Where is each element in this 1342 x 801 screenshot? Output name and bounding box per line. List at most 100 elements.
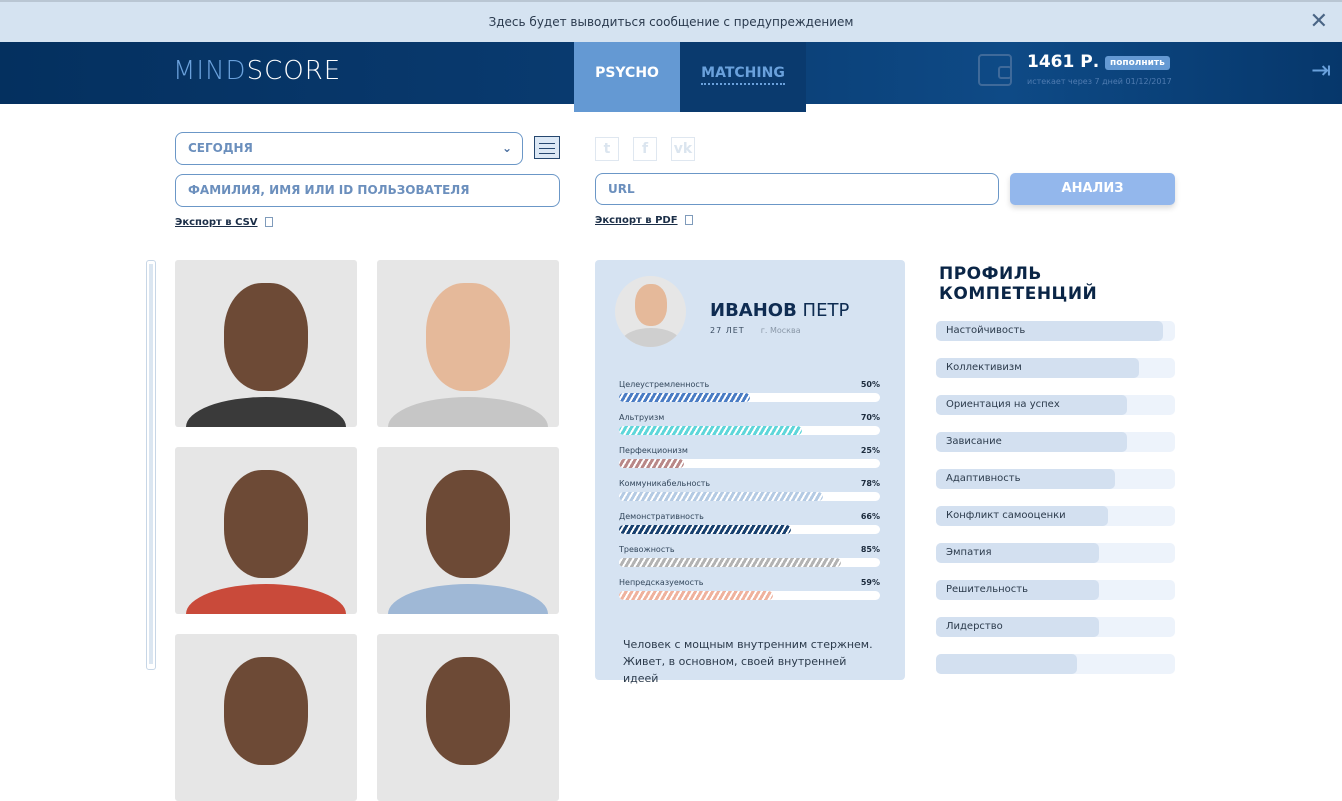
- logout-icon[interactable]: ⇥: [1311, 56, 1332, 84]
- avatar: [615, 276, 686, 347]
- competency-fill: [936, 395, 1128, 415]
- logo-part2: SCORE: [246, 56, 342, 86]
- trait-bar: [619, 558, 880, 567]
- trait-bar-fill: [619, 591, 773, 600]
- trait-value: 66%: [860, 512, 880, 521]
- balance-expiry: истекает через 7 дней 01/12/2017: [1027, 77, 1172, 86]
- chevron-down-icon: ⌄: [501, 141, 512, 155]
- period-select[interactable]: СЕГОДНЯ ⌄: [175, 132, 523, 165]
- trait-bar-fill: [619, 492, 823, 501]
- trait-bar: [619, 393, 880, 402]
- scrollbar[interactable]: [146, 260, 156, 670]
- first-name: ПЕТР: [802, 300, 850, 321]
- tab-matching-label: MATCHING: [701, 65, 785, 85]
- competency-bar: Ориентация на успех: [936, 395, 1175, 415]
- profile-meta: 27 ЛЕТ г. Москва: [710, 326, 801, 335]
- competency-bar: Решительность: [936, 580, 1175, 600]
- facebook-icon[interactable]: f: [633, 137, 657, 161]
- competency-label: Решительность: [946, 584, 1028, 595]
- candidate-photo[interactable]: [377, 447, 559, 614]
- competency-bar: [936, 654, 1175, 674]
- trait-bar: [619, 459, 880, 468]
- competency-label: Эмпатия: [946, 547, 992, 558]
- candidate-photo[interactable]: [175, 634, 357, 801]
- age: 27 ЛЕТ: [710, 326, 745, 335]
- trait-row: Непредсказуемость 59%: [619, 578, 880, 600]
- trait-value: 85%: [860, 545, 880, 554]
- topup-button[interactable]: пополнить: [1105, 56, 1170, 70]
- trait-bar: [619, 591, 880, 600]
- competency-bar: Зависание: [936, 432, 1175, 452]
- warning-text: Здесь будет выводиться сообщение с преду…: [488, 15, 854, 29]
- export-csv-label: Экспорт в CSV: [175, 217, 258, 228]
- candidate-photo[interactable]: [377, 634, 559, 801]
- url-input[interactable]: URL: [595, 173, 999, 205]
- competency-fill: [936, 321, 1164, 341]
- competency-label: Настойчивость: [946, 325, 1026, 336]
- competency-bar: Лидерство: [936, 617, 1175, 637]
- trait-row: Демонстративность 66%: [619, 512, 880, 534]
- trait-row: Коммуникабельность 78%: [619, 479, 880, 501]
- analyze-button[interactable]: АНАЛИЗ: [1010, 173, 1175, 205]
- trait-value: 70%: [860, 413, 880, 422]
- last-name: ИВАНОВ: [710, 300, 797, 321]
- trait-row: Альтруизм 70%: [619, 413, 880, 435]
- candidate-photo[interactable]: [175, 260, 357, 427]
- trait-bar: [619, 525, 880, 534]
- city: г. Москва: [760, 326, 801, 335]
- competency-label: Коллективизм: [946, 362, 1022, 373]
- trait-bar-fill: [619, 525, 792, 534]
- trait-bar-fill: [619, 426, 802, 435]
- trait-row: Целеустремленность 50%: [619, 380, 880, 402]
- header: MINDSCORE PSYCHO MATCHING 1461 Р. пополн…: [0, 42, 1342, 112]
- trait-value: 78%: [860, 479, 880, 488]
- trait-value: 59%: [860, 578, 880, 587]
- trait-bar: [619, 426, 880, 435]
- competency-bar: Адаптивность: [936, 469, 1175, 489]
- competency-fill: [936, 506, 1109, 526]
- profile-card: ИВАНОВ ПЕТР 27 ЛЕТ г. Москва Целеустремле…: [595, 260, 905, 685]
- trait-bar-fill: [619, 393, 750, 402]
- candidate-photo[interactable]: [377, 260, 559, 427]
- vk-icon[interactable]: vk: [671, 137, 695, 161]
- logo-part1: MIND: [173, 56, 247, 86]
- balance: 1461 Р.: [1027, 52, 1100, 72]
- export-csv-link[interactable]: Экспорт в CSV: [175, 217, 273, 228]
- competency-fill: [936, 617, 1099, 637]
- user-search-input[interactable]: ФАМИЛИЯ, ИМЯ ИЛИ ID ПОЛЬЗОВАТЕЛЯ: [175, 174, 560, 207]
- competency-bar: Эмпатия: [936, 543, 1175, 563]
- trait-bar-fill: [619, 558, 841, 567]
- competency-label: Конфликт самооценки: [946, 510, 1066, 521]
- period-value: СЕГОДНЯ: [188, 141, 253, 155]
- competency-label: Ориентация на успех: [946, 399, 1060, 410]
- trait-label: Целеустремленность: [619, 380, 710, 389]
- twitter-icon[interactable]: t: [595, 137, 619, 161]
- wallet-icon: [978, 54, 1012, 86]
- close-icon[interactable]: ✕: [1309, 9, 1328, 34]
- trait-bar-fill: [619, 459, 685, 468]
- competency-label: Зависание: [946, 436, 1002, 447]
- competency-bar: Коллективизм: [936, 358, 1175, 378]
- trait-label: Демонстративность: [619, 512, 704, 521]
- export-pdf-link[interactable]: Экспорт в PDF: [595, 215, 693, 226]
- competency-fill: [936, 432, 1128, 452]
- trait-label: Альтруизм: [619, 413, 665, 422]
- trait-value: 50%: [860, 380, 880, 389]
- candidate-photo[interactable]: [175, 447, 357, 614]
- tab-psycho[interactable]: PSYCHO: [574, 42, 680, 112]
- trait-label: Коммуникабельность: [619, 479, 711, 488]
- competency-label: Лидерство: [946, 621, 1003, 632]
- calendar-icon[interactable]: [534, 136, 560, 159]
- trait-label: Тревожность: [619, 545, 675, 554]
- competency-label: Адаптивность: [946, 473, 1021, 484]
- document-icon: [264, 217, 273, 227]
- trait-bar: [619, 492, 880, 501]
- trait-row: Перфекционизм 25%: [619, 446, 880, 468]
- profile-name: ИВАНОВ ПЕТР: [710, 300, 849, 321]
- competency-fill: [936, 469, 1116, 489]
- tab-matching[interactable]: MATCHING: [680, 42, 806, 112]
- trait-row: Тревожность 85%: [619, 545, 880, 567]
- export-pdf-label: Экспорт в PDF: [595, 215, 678, 226]
- logo[interactable]: MINDSCORE: [173, 56, 341, 86]
- competency-fill: [936, 580, 1099, 600]
